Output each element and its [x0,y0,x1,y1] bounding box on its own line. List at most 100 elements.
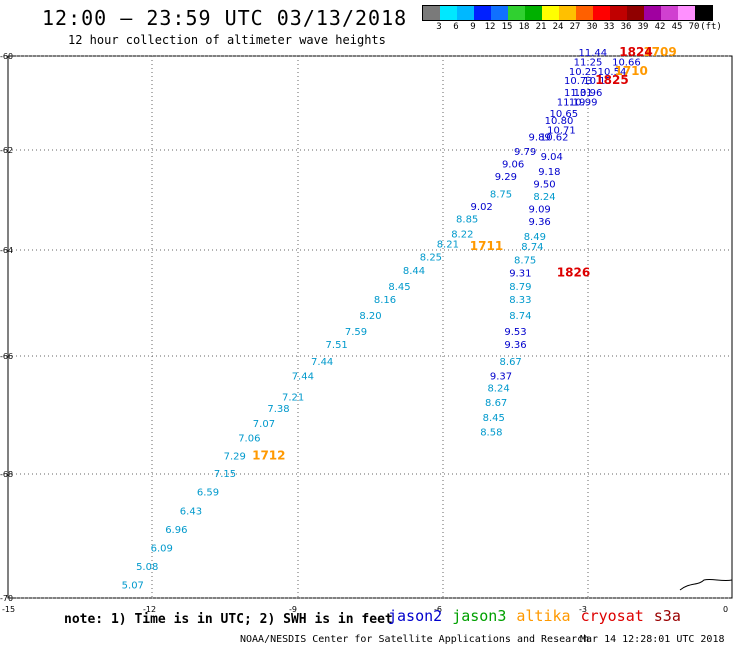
wave-height-label: 9.31 [509,269,531,280]
color-scale-labels: 3 6 9 12 15 18 21 24 27 30 33 36 39 42 45 70 (ft) [422,22,740,34]
wave-height-label: 6.09 [151,544,173,555]
wave-height-label: 8.75 [490,190,512,201]
wave-height-label: 8.33 [509,295,531,306]
color-scale-label: 9 [470,22,476,32]
color-swatch [593,6,610,20]
x-tick-label: -6 [434,605,442,614]
wave-height-label: 8.45 [388,282,410,293]
wave-height-label: 9.04 [541,152,563,163]
wave-height-label: 11.31 [564,88,593,99]
color-swatch [542,6,559,20]
wave-height-label: 6.96 [165,525,187,536]
wave-height-label: 5.08 [136,562,158,573]
wave-height-label: 7.59 [345,327,367,338]
color-swatch [474,6,491,20]
legend-s3a: s3a [653,607,681,625]
wave-height-label: 9.36 [504,340,526,351]
wave-height-label: 11.25 [574,57,603,68]
satellite-legend: jason2 jason3 altika cryosat s3a [388,607,681,625]
wave-height-label: 7.51 [326,340,348,351]
credit-line: NOAA/NESDIS Center for Satellite Applica… [240,634,590,645]
wave-height-label: 8.58 [480,428,502,439]
wave-height-label: 9.29 [495,172,517,183]
wave-height-label: 8.85 [456,215,478,226]
wave-height-label: 8.22 [451,230,473,241]
subtitle: 12 hour collection of altimeter wave hei… [68,33,386,47]
wave-height-label: 10.65 [550,109,579,120]
x-tick-label: -9 [289,605,297,614]
color-swatch [695,6,712,20]
wave-height-label: 10.66 [612,57,641,68]
color-scale-label: 15 [501,22,513,32]
color-scale-label: 33 [603,22,615,32]
wave-height-label: 8.44 [403,266,425,277]
color-scale-label: 27 [569,22,581,32]
wave-height-label: 9.53 [504,327,526,338]
color-swatch [440,6,457,20]
color-swatch [559,6,576,20]
pass-time-label: 1825 [595,73,628,87]
color-scale-label: 6 [453,22,459,32]
wave-height-label: 7.21 [282,392,304,403]
color-scale-label: 45 [671,22,683,32]
color-swatch [661,6,678,20]
color-swatch [576,6,593,20]
wave-height-label: 8.79 [509,282,531,293]
pass-time-label: 1826 [557,266,590,280]
wave-height-label: 9.09 [529,205,551,216]
color-scale-label: 18 [518,22,530,32]
color-scale-label: 42 [654,22,666,32]
color-scale-bar [422,5,713,21]
y-tick-label: -64 [0,246,13,255]
wave-height-label: 8.45 [483,413,505,424]
coastline [679,578,733,591]
y-tick-label: -70 [0,594,13,603]
wave-height-label: 7.44 [311,357,333,368]
wave-height-label: 10.25 [569,67,598,78]
wave-height-label: 8.75 [514,255,536,266]
page-title: 12:00 – 23:59 UTC 03/13/2018 [42,6,408,30]
wave-height-label: 10.62 [540,133,569,144]
wave-height-label: 10.54 [598,67,627,78]
wave-height-label: 9.06 [502,160,524,171]
x-tick-label: -12 [143,605,156,614]
wave-height-label: 8.74 [521,242,543,253]
legend-altika: altika [516,607,571,625]
wave-height-label: 5.07 [122,581,144,592]
note-text: note: 1) Time is in UTC; 2) SWH is in fe… [64,612,393,627]
color-scale-label: 39 [637,22,649,32]
wave-height-label: 8.67 [500,357,522,368]
y-tick-label: -60 [0,52,13,61]
wave-height-label: 7.44 [292,372,314,383]
wave-height-label: 8.67 [485,398,507,409]
color-swatch [491,6,508,20]
color-scale-label: 36 [620,22,632,32]
legend-jason2: jason2 [388,607,443,625]
wave-height-label: 10.80 [545,116,574,127]
pass-time-label: 1710 [614,64,647,78]
generated-timestamp: Mar 14 12:28:01 UTC 2018 [580,634,725,645]
map-frame [7,55,733,599]
color-swatch [457,6,474,20]
color-swatch [525,6,542,20]
wave-height-label: 10.96 [574,88,603,99]
pass-time-label: 1712 [252,448,285,462]
wave-height-label: 10.15 [583,76,612,87]
wave-height-label: 9.18 [538,167,560,178]
wave-height-label: 9.37 [490,372,512,383]
color-swatch [508,6,525,20]
color-swatch [610,6,627,20]
wave-height-label: 9.50 [533,180,555,191]
legend-cryosat: cryosat [580,607,644,625]
wave-height-label: 8.16 [374,295,396,306]
wave-height-label: 7.07 [253,419,275,430]
x-tick-label: -15 [2,605,15,614]
wave-height-label: 7.29 [224,451,246,462]
pass-time-label: 1824 [619,45,652,59]
y-tick-label: -66 [0,352,13,361]
wave-height-label: 8.20 [359,311,381,322]
wave-height-label: 8.24 [487,383,509,394]
wave-height-label: 8.24 [533,192,555,203]
wave-height-label: 9.02 [471,202,493,213]
